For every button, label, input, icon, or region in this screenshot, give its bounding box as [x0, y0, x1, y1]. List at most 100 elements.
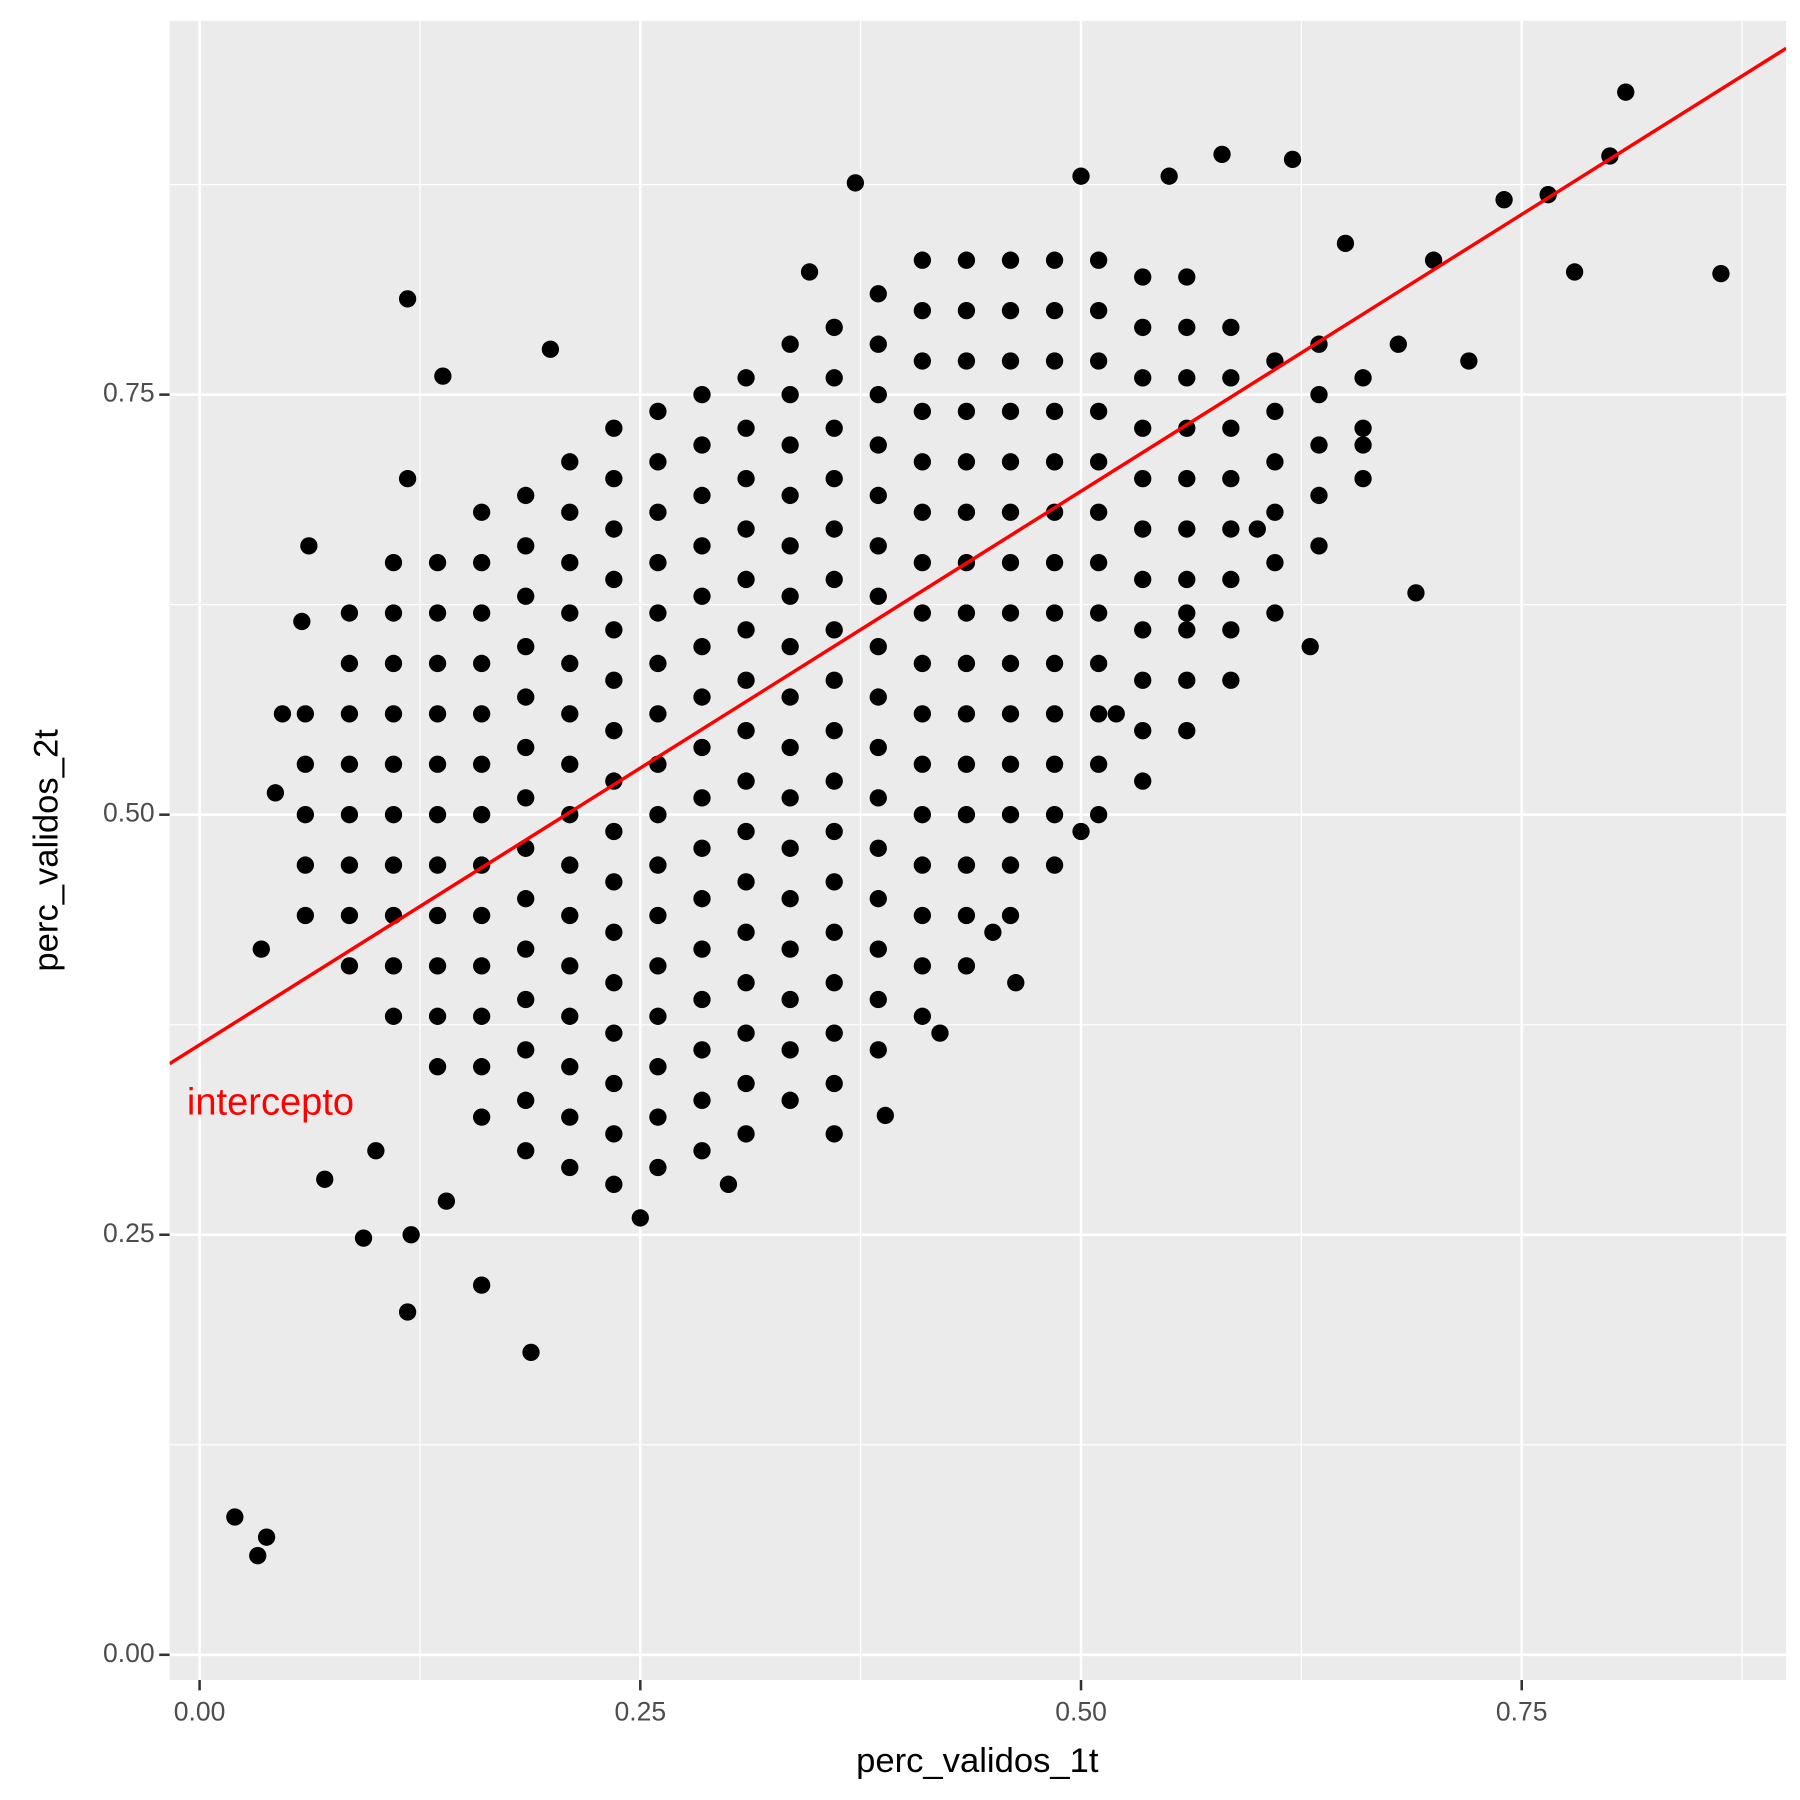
point — [472, 906, 491, 925]
y-axis-title: perc_validos_2t — [28, 729, 66, 972]
point — [869, 486, 887, 505]
point — [1222, 671, 1240, 689]
point — [869, 738, 887, 757]
point — [825, 419, 843, 437]
point — [1007, 974, 1025, 992]
point — [605, 671, 623, 689]
point — [649, 553, 667, 572]
point — [1001, 604, 1020, 622]
point — [693, 436, 711, 454]
point — [472, 1108, 491, 1126]
point — [1089, 503, 1108, 521]
point — [1045, 453, 1064, 471]
point — [1107, 705, 1125, 723]
point — [1178, 722, 1196, 740]
point — [869, 890, 887, 908]
point — [517, 638, 535, 656]
point — [517, 789, 535, 807]
point — [1045, 755, 1064, 773]
point — [1266, 503, 1284, 521]
point — [781, 738, 799, 757]
point — [605, 570, 623, 589]
point — [693, 1142, 711, 1160]
point — [649, 806, 667, 824]
point — [296, 856, 315, 874]
point — [1712, 264, 1730, 283]
point — [737, 369, 755, 387]
point — [693, 738, 711, 757]
point — [825, 621, 843, 639]
point — [1310, 436, 1328, 454]
point — [1354, 469, 1372, 488]
point — [561, 957, 579, 975]
point — [869, 990, 887, 1009]
point — [1178, 318, 1196, 337]
point — [428, 1058, 447, 1076]
x-axis-title: perc_validos_1t — [856, 1742, 1099, 1780]
point — [693, 839, 711, 857]
point — [781, 839, 799, 857]
point — [1045, 553, 1064, 572]
point — [561, 654, 579, 673]
point — [649, 503, 667, 521]
point — [825, 772, 843, 790]
point — [781, 890, 799, 908]
point — [437, 1192, 456, 1210]
point — [649, 1058, 667, 1076]
point — [913, 352, 932, 370]
point — [931, 1024, 949, 1042]
point — [252, 940, 270, 958]
point — [1266, 553, 1284, 572]
point — [1178, 671, 1196, 689]
point — [957, 453, 976, 471]
point — [693, 537, 711, 555]
point — [781, 486, 799, 505]
point — [340, 856, 359, 874]
point — [957, 755, 976, 773]
point — [1134, 570, 1152, 589]
x-tick-label: 0.25 — [614, 1696, 666, 1726]
point — [1134, 419, 1152, 437]
point — [1283, 150, 1302, 169]
point — [869, 537, 887, 555]
point — [781, 537, 799, 555]
point — [649, 856, 667, 874]
point — [316, 1170, 334, 1188]
point — [1001, 806, 1020, 824]
point — [522, 1343, 540, 1362]
panel — [169, 20, 1787, 1680]
point — [693, 1091, 711, 1109]
point — [1178, 604, 1196, 622]
point — [384, 705, 403, 723]
point — [737, 974, 755, 992]
point — [384, 755, 403, 773]
point — [825, 671, 843, 689]
point — [561, 1108, 579, 1126]
point — [1045, 604, 1064, 622]
x-tick-label: 0.50 — [1055, 1696, 1107, 1726]
point — [1222, 469, 1240, 488]
point — [913, 503, 932, 521]
point — [384, 604, 403, 622]
point — [1045, 856, 1064, 874]
point — [825, 1024, 843, 1042]
point — [957, 352, 976, 370]
point — [1310, 486, 1328, 505]
point — [649, 402, 667, 421]
point — [649, 654, 667, 673]
point — [428, 856, 447, 874]
point — [472, 1058, 491, 1076]
point — [869, 587, 887, 605]
point — [605, 722, 623, 740]
point — [913, 553, 932, 572]
point — [384, 957, 403, 975]
point — [1045, 654, 1064, 673]
point — [737, 671, 755, 689]
point — [781, 1091, 799, 1109]
point — [957, 957, 976, 975]
point — [913, 604, 932, 622]
point — [1178, 570, 1196, 589]
point — [737, 570, 755, 589]
point — [825, 923, 843, 941]
point — [1001, 705, 1020, 723]
